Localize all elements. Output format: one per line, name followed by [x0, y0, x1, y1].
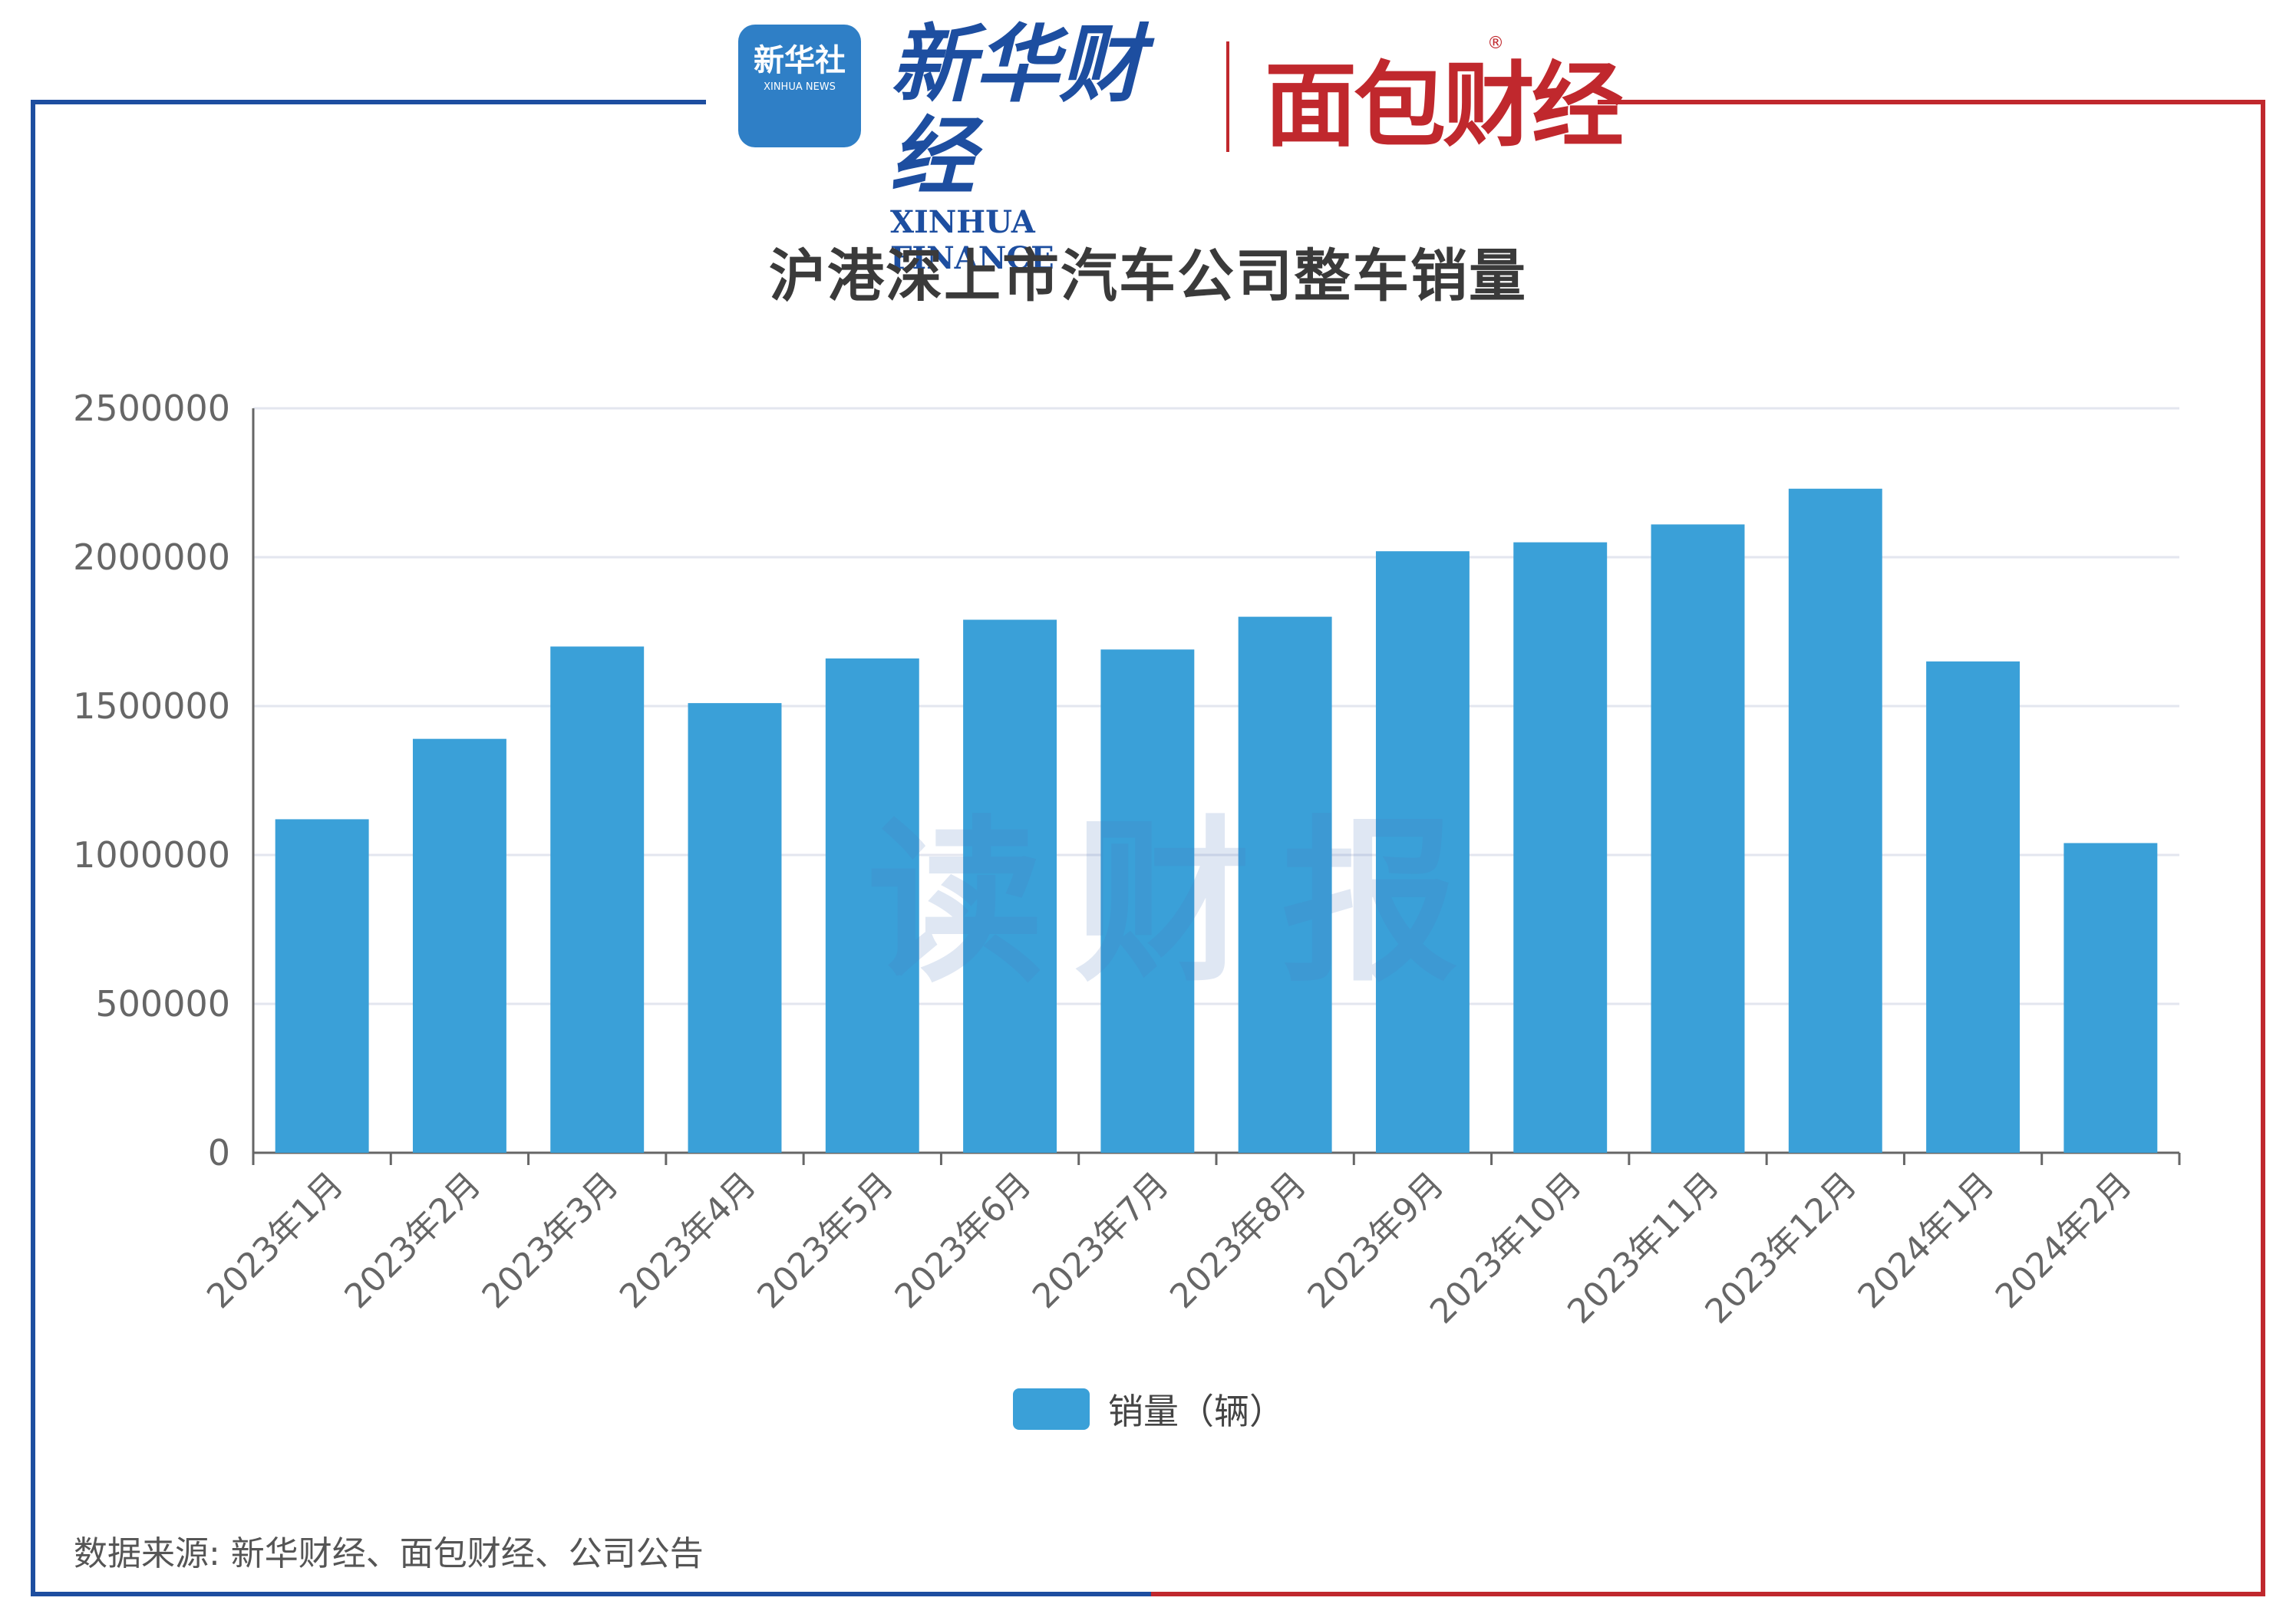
- y-tick-label: 2500000: [73, 388, 230, 429]
- frame-top-right: [1598, 100, 2265, 104]
- legend-label: 销量（辆）: [1108, 1391, 1285, 1432]
- bar: [1926, 661, 2021, 1153]
- bar: [1100, 649, 1195, 1153]
- xinhua-news-cn: 新华社: [754, 43, 846, 78]
- bar: [1238, 616, 1332, 1153]
- frame-bottom-left: [31, 1592, 1151, 1596]
- x-tick-label: 2023年2月: [337, 1165, 488, 1316]
- data-source: 数据来源: 新华财经、面包财经、公司公告: [74, 1534, 704, 1573]
- y-tick-label: 500000: [95, 983, 230, 1025]
- y-tick-label: 2000000: [73, 536, 230, 578]
- chart-title: 沪港深上市汽车公司整车销量: [769, 243, 1527, 309]
- legend-swatch: [1013, 1388, 1090, 1430]
- legend[interactable]: 销量（辆）: [1013, 1386, 1285, 1432]
- frame-left: [31, 100, 35, 1596]
- xinhua-news-logo: 新华社 XINHUA NEWS: [738, 25, 861, 147]
- frame-top-left: [31, 100, 706, 104]
- bar: [688, 703, 782, 1153]
- bar: [1788, 488, 1882, 1153]
- xinhua-finance-logo: 新华财经 XINHUA FINANCE: [890, 18, 1182, 277]
- frame-bottom-right: [1151, 1592, 2265, 1596]
- x-tick-label: 2023年7月: [1025, 1165, 1176, 1316]
- bar: [1375, 551, 1470, 1153]
- x-tick-label: 2024年2月: [1988, 1165, 2139, 1316]
- x-tick-label: 2023年9月: [1300, 1165, 1451, 1316]
- x-tick-label: 2023年5月: [750, 1165, 901, 1316]
- frame-right: [2261, 100, 2265, 1596]
- y-tick-label: 0: [208, 1132, 230, 1173]
- xinhua-news-en: XINHUA NEWS: [764, 81, 836, 93]
- mianbao-logo: 面包财经: [1265, 53, 1624, 160]
- registered-mark: ®: [1487, 34, 1504, 53]
- x-tick-label: 2023年6月: [888, 1165, 1039, 1316]
- bar: [2063, 843, 2158, 1153]
- y-tick-label: 1000000: [73, 834, 230, 876]
- xinhua-finance-en: XINHUA FINANCE: [890, 204, 1054, 276]
- x-tick-label: 2023年4月: [612, 1165, 764, 1316]
- logo-divider: [1226, 41, 1229, 152]
- x-tick-label: 2023年3月: [475, 1165, 626, 1316]
- bar: [550, 646, 645, 1153]
- bar: [825, 658, 919, 1153]
- y-tick-label: 1500000: [73, 685, 230, 727]
- bar: [963, 619, 1057, 1153]
- bar: [1513, 542, 1608, 1153]
- x-tick-label: 2023年8月: [1163, 1165, 1314, 1316]
- x-tick-label: 2024年1月: [1851, 1165, 2002, 1316]
- watermark: 读财报: [867, 801, 1489, 1006]
- xinhua-finance-cn: 新华财经: [890, 15, 1143, 206]
- x-tick-label: 2023年1月: [200, 1165, 351, 1316]
- bar: [1651, 524, 1745, 1153]
- bar: [412, 738, 506, 1153]
- bar: [275, 819, 369, 1153]
